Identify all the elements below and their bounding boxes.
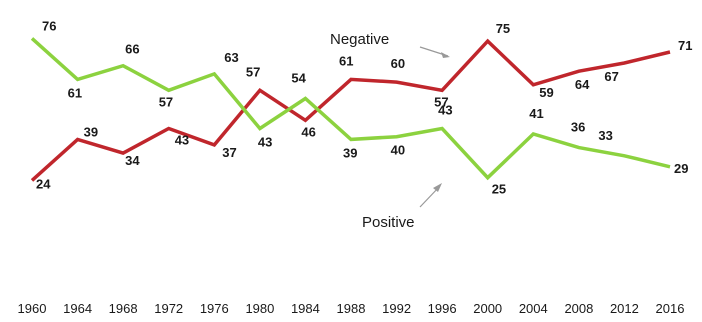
data-label-negative: 60 xyxy=(391,56,405,71)
x-tick-label: 1992 xyxy=(382,301,411,316)
data-label-negative: 39 xyxy=(84,124,98,139)
data-label-positive: 76 xyxy=(42,18,56,33)
data-label-positive: 25 xyxy=(492,182,506,197)
positive-pointer-arrow-icon xyxy=(433,183,442,192)
x-tick-label: 2000 xyxy=(473,301,502,316)
series-line-positive xyxy=(30,37,671,181)
x-tick-label: 1976 xyxy=(200,301,229,316)
x-tick-label: 1988 xyxy=(337,301,366,316)
data-label-negative: 57 xyxy=(434,94,448,109)
data-label-positive: 43 xyxy=(258,135,272,150)
x-tick-label: 1984 xyxy=(291,301,320,316)
x-tick-label: 1960 xyxy=(18,301,47,316)
data-label-positive: 61 xyxy=(68,85,82,100)
x-tick-label: 2012 xyxy=(610,301,639,316)
data-label-negative: 46 xyxy=(301,124,315,139)
x-tick-label: 1964 xyxy=(63,301,92,316)
data-label-negative: 75 xyxy=(496,21,510,36)
data-label-positive: 36 xyxy=(571,120,585,135)
negative-series-label: Negative xyxy=(330,31,389,48)
data-label-negative: 37 xyxy=(222,145,236,160)
x-tick-label: 2004 xyxy=(519,301,548,316)
series-line-negative xyxy=(30,38,671,182)
data-label-negative: 34 xyxy=(125,153,140,168)
x-tick-label: 1972 xyxy=(154,301,183,316)
data-label-positive: 54 xyxy=(291,71,306,86)
data-label-positive: 29 xyxy=(674,161,688,176)
data-label-negative: 24 xyxy=(36,176,51,191)
x-tick-label: 2008 xyxy=(564,301,593,316)
data-label-positive: 39 xyxy=(343,145,357,160)
data-label-negative: 57 xyxy=(246,64,260,79)
data-label-negative: 61 xyxy=(339,53,353,68)
data-label-positive: 43 xyxy=(438,103,452,118)
data-label-negative: 59 xyxy=(539,85,553,100)
x-tick-label: 1996 xyxy=(428,301,457,316)
x-tick-label: 2016 xyxy=(656,301,685,316)
data-label-positive: 57 xyxy=(159,94,173,109)
data-label-positive: 66 xyxy=(125,42,139,57)
series-annotations: Negative Positive xyxy=(330,31,450,231)
negative-pointer-arrow-icon xyxy=(441,52,450,58)
data-label-positive: 63 xyxy=(224,50,238,65)
positive-series-label: Positive xyxy=(362,214,415,231)
data-label-positive: 33 xyxy=(598,128,612,143)
x-tick-label: 1968 xyxy=(109,301,138,316)
data-label-negative: 43 xyxy=(175,133,189,148)
data-label-positive: 41 xyxy=(529,106,543,121)
data-label-negative: 64 xyxy=(575,77,590,92)
data-labels: 24 39 34 43 37 57 46 61 60 57 75 59 64 67 71 76 61 66 57 63… xyxy=(36,18,692,196)
series-group xyxy=(30,37,671,182)
data-label-negative: 67 xyxy=(604,69,618,84)
x-axis-ticks: 1960 1964 1968 1972 1976 1980 1984 1988 1992 1996… xyxy=(18,301,685,316)
x-tick-label: 1980 xyxy=(245,301,274,316)
data-label-positive: 40 xyxy=(391,143,405,158)
data-label-negative: 71 xyxy=(678,38,692,53)
